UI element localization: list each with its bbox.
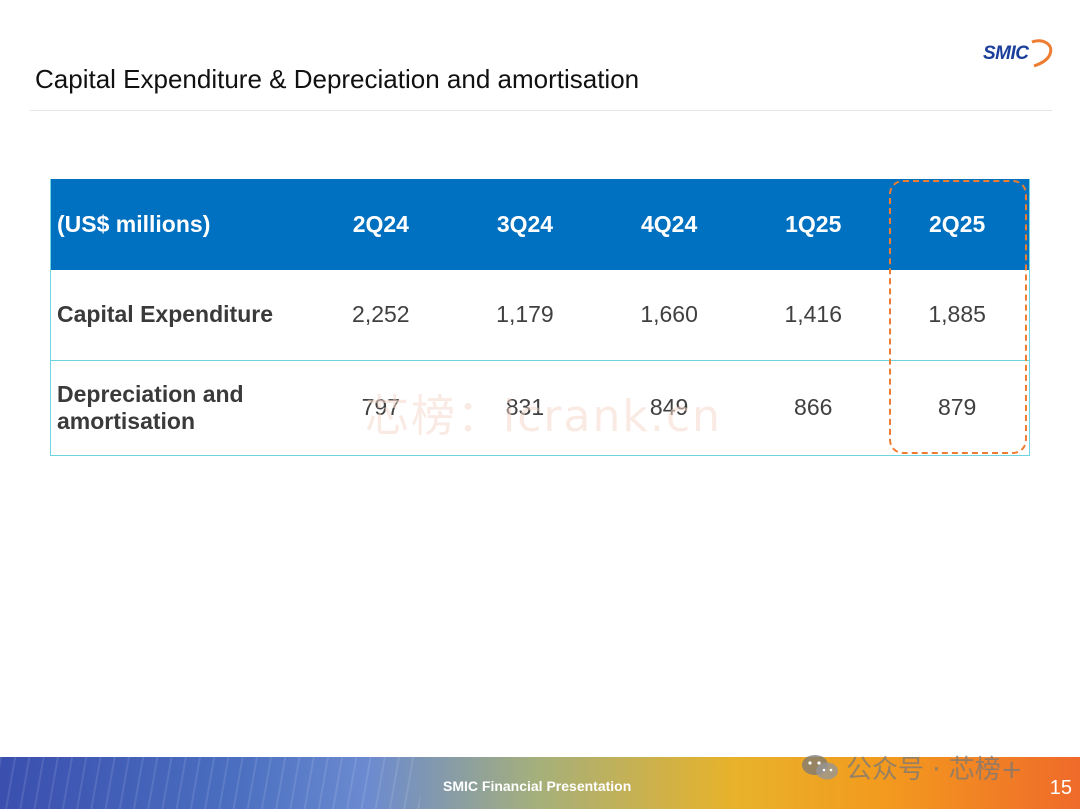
- table-header-row: (US$ millions) 2Q24 3Q24 4Q24 1Q25 2Q25: [50, 179, 1030, 270]
- table-cell: 849: [597, 360, 742, 456]
- title-divider: [30, 110, 1052, 111]
- table-cell: 879: [885, 360, 1030, 456]
- footer-label: SMIC Financial Presentation: [443, 778, 632, 794]
- wechat-watermark-text: 公众号 · 芯榜+: [846, 755, 1023, 785]
- table-cell: 797: [308, 360, 453, 456]
- header-quarter: 4Q24: [640, 211, 698, 237]
- table-row: Depreciation and amortisation 797 831 84…: [50, 360, 1030, 456]
- table-cell: 866: [741, 360, 886, 456]
- row-label: Depreciation and amortisation: [50, 360, 309, 456]
- table-cell: 1,416: [741, 270, 886, 361]
- table-cell: 2,252: [308, 270, 453, 361]
- table-row: Capital Expenditure 2,252 1,179 1,660 1,…: [50, 270, 1030, 361]
- footer-texture: [0, 757, 420, 809]
- table-cell: 831: [452, 360, 598, 456]
- row-label: Capital Expenditure: [50, 270, 309, 361]
- page-number: 15: [1049, 777, 1072, 799]
- table-cell: 1,660: [597, 270, 742, 361]
- wechat-icon: [800, 752, 840, 789]
- header-quarter: 2Q25: [929, 211, 986, 237]
- capex-table-container: (US$ millions) 2Q24 3Q24 4Q24 1Q25 2Q25 …: [50, 179, 1030, 456]
- table-cell: 1,179: [452, 270, 598, 361]
- slide-title: Capital Expenditure & Depreciation and a…: [35, 64, 640, 94]
- footer-band: [0, 757, 1080, 809]
- logo-text: SMIC: [983, 43, 1029, 64]
- header-quarter: 2Q24: [352, 211, 409, 237]
- header-quarter: 3Q24: [496, 211, 554, 237]
- header-quarter: 1Q25: [785, 211, 842, 237]
- header-unit: (US$ millions): [57, 211, 211, 237]
- capex-table: (US$ millions) 2Q24 3Q24 4Q24 1Q25 2Q25 …: [50, 179, 1030, 456]
- smic-logo: SMIC: [980, 36, 1056, 74]
- center-watermark: 芯榜：icrank.cn: [365, 391, 722, 442]
- wechat-watermark: 公众号 · 芯榜+: [800, 749, 1023, 789]
- logo-swoosh-icon: [1031, 39, 1053, 68]
- table-cell: 1,885: [885, 270, 1030, 361]
